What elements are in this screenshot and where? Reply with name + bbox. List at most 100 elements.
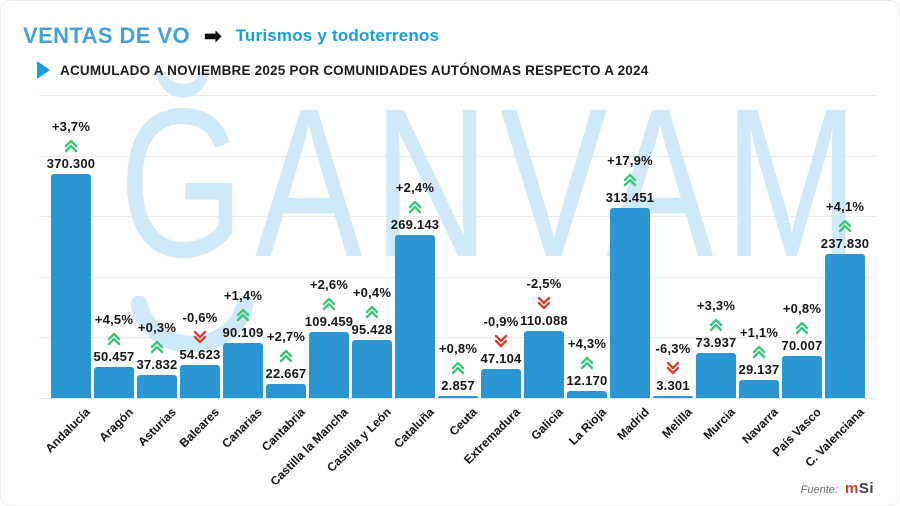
- value-label: 237.830: [820, 235, 870, 251]
- bar: [180, 364, 220, 398]
- pct-change-label: -2,5%: [526, 276, 562, 292]
- trend-up-icon: [708, 318, 724, 332]
- trend-up-icon: [278, 349, 294, 363]
- pct-change-label: +0,4%: [352, 285, 392, 301]
- trend-up-icon: [794, 321, 810, 335]
- subtitle-row: ACUMULADO A NOVIEMBRE 2025 POR COMUNIDAD…: [37, 61, 648, 79]
- gridline: [39, 276, 876, 278]
- bar: [266, 384, 306, 398]
- vehicle-type-label: Turismos y todoterrenos: [235, 26, 440, 45]
- bar: [137, 375, 177, 398]
- bar: [438, 396, 478, 398]
- bar-group: +3,7% 370.300 Andalucía: [1, 71, 141, 456]
- value-label: 370.300: [46, 155, 96, 171]
- bar: [94, 367, 134, 398]
- bar: [524, 331, 564, 398]
- trend-up-icon: [837, 219, 853, 233]
- gridline: [39, 337, 876, 339]
- bar: [653, 396, 693, 398]
- bar-group: +2,7% 22.667 Cantabria: [216, 71, 356, 454]
- bar: [481, 369, 521, 398]
- play-triangle-icon: [37, 61, 50, 79]
- x-axis-line: [39, 398, 876, 399]
- source-label: Fuente:: [800, 484, 838, 496]
- value-label: 29.137: [738, 362, 780, 378]
- bar: [739, 380, 779, 398]
- trend-up-icon: [321, 297, 337, 311]
- bar: [51, 173, 91, 398]
- bar-group: -0,9% 47.104 Extremadura: [431, 71, 571, 466]
- bar-group: +2,6% 109.459 Castilla la Mancha: [259, 71, 399, 489]
- bar-group: +2,4% 269.143 Cataluña: [345, 71, 485, 451]
- bar-group: +0,8% 2.857 Ceuta: [388, 71, 528, 438]
- value-label: 50.457: [93, 349, 135, 365]
- bar: [782, 355, 822, 398]
- bar-group: -6,3% 3.301 Melilla: [603, 71, 743, 441]
- trend-up-icon: [106, 332, 122, 346]
- bar-group: -2,5% 110.088 Galicia: [474, 71, 614, 442]
- bar-group: +1,1% 29.137 Navarra: [689, 71, 829, 446]
- value-label: 47.104: [480, 351, 522, 367]
- pct-change-label: +4,3%: [567, 335, 607, 351]
- value-label: 12.170: [566, 372, 608, 388]
- right-arrow-icon: ➡: [203, 24, 222, 48]
- pct-change-label: +1,1%: [739, 325, 779, 341]
- pct-change-label: +17,9%: [607, 153, 653, 169]
- trend-up-icon: [751, 345, 767, 359]
- bar-group: +3,3% 73.937 Murcia: [646, 71, 786, 442]
- trend-up-icon: [364, 305, 380, 319]
- msi-logo-si: Si: [858, 480, 874, 497]
- pct-change-label: +3,7%: [51, 118, 91, 134]
- pct-change-label: +4,5%: [94, 312, 134, 328]
- bar: [825, 253, 865, 398]
- bar-group: +17,9% 313.451 Madrid: [560, 71, 700, 443]
- bar-group: +4,5% 50.457 Aragón: [44, 71, 184, 444]
- bar: [223, 343, 263, 398]
- trend-up-icon: [63, 139, 79, 153]
- trend-up-icon: [450, 361, 466, 375]
- pct-change-label: +2,7%: [266, 329, 306, 345]
- bar: [567, 390, 607, 398]
- gridline: [39, 95, 876, 96]
- trend-down-icon: [665, 361, 681, 375]
- bar-group: +4,3% 12.170 La Rioja: [517, 71, 657, 448]
- pct-change-label: +2,6%: [309, 276, 349, 292]
- chart-subtitle: ACUMULADO A NOVIEMBRE 2025 POR COMUNIDAD…: [60, 62, 649, 78]
- bar-group: +0,8% 70.007 País Vasco: [732, 71, 872, 460]
- gridline: [39, 155, 876, 157]
- msi-logo-m: m: [844, 480, 859, 497]
- trend-up-icon: [622, 173, 638, 187]
- header: VENTAS DE VO ➡ Turismos y todoterrenos: [23, 23, 439, 49]
- value-label: 269.143: [390, 216, 440, 232]
- trend-up-icon: [407, 200, 423, 214]
- value-label: 70.007: [781, 337, 823, 353]
- pct-change-label: -0,9%: [483, 314, 519, 330]
- value-label: 95.428: [351, 322, 393, 338]
- bar: [395, 234, 435, 398]
- bar-group: +4,1% 237.830 C. Valenciana: [775, 71, 899, 470]
- value-label: 313.451: [605, 190, 655, 206]
- value-label: 22.667: [265, 366, 307, 382]
- trend-down-icon: [536, 296, 552, 310]
- value-label: 37.832: [136, 357, 178, 373]
- bar: [309, 331, 349, 398]
- value-label: 73.937: [695, 335, 737, 351]
- pct-change-label: -6,3%: [655, 341, 691, 356]
- value-label: 109.459: [304, 313, 354, 329]
- bar: [352, 340, 392, 398]
- gridline: [39, 216, 876, 218]
- pct-change-label: +2,4%: [395, 179, 435, 195]
- bar-group: +0,4% 95.428 Castilla y León: [302, 71, 442, 475]
- pct-change-label: +0,8%: [782, 300, 822, 316]
- value-label: 110.088: [520, 313, 568, 329]
- pct-change-label: +3,3%: [696, 298, 736, 314]
- value-label: 3.301: [656, 378, 690, 393]
- bar: [610, 208, 650, 398]
- msi-logo: mSi: [845, 480, 874, 497]
- page-title: VENTAS DE VO: [23, 23, 190, 48]
- trend-down-icon: [493, 334, 509, 348]
- trend-up-icon: [579, 356, 595, 370]
- source-footer: Fuente: mSi: [801, 480, 874, 497]
- pct-change-label: +0,8%: [438, 341, 478, 356]
